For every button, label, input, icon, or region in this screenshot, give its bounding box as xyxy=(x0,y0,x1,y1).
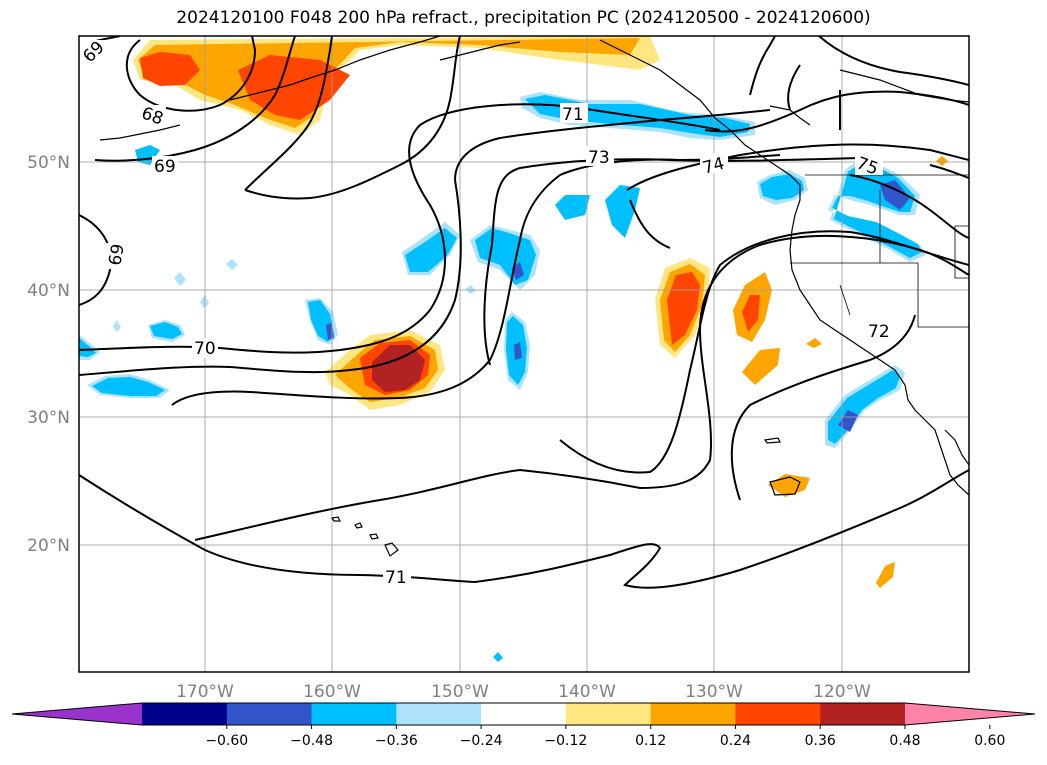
colorbar-tick-label: −0.48 xyxy=(290,733,333,749)
longitude-labels: 170°W 160°W 150°W 140°W 130°W 120°W xyxy=(176,682,871,702)
lat-label: 30°N xyxy=(27,408,70,428)
contour-label: 69 xyxy=(154,157,176,177)
colorbar-tick-label: 0.12 xyxy=(635,733,666,749)
contour-labels: 69 68 69 69 70 71 73 74 75 72 71 xyxy=(79,38,894,588)
colorbar-segment xyxy=(735,703,821,725)
colorbar-tick-label: −0.24 xyxy=(460,733,503,749)
colorbar-tick-label: −0.60 xyxy=(205,733,248,749)
colorbar-segment xyxy=(650,703,736,725)
contour-label: 69 xyxy=(105,242,128,267)
lat-label: 50°N xyxy=(27,153,70,173)
colorbar-segment xyxy=(820,703,906,725)
colorbar-tick-label: 0.48 xyxy=(889,733,920,749)
map-title: 2024120100 F048 200 hPa refract., precip… xyxy=(176,8,871,28)
map-frame xyxy=(78,35,970,673)
map-panel: 69 68 69 69 70 71 73 74 75 72 71 xyxy=(78,35,970,673)
colorbar-segment xyxy=(905,703,1035,725)
colorbar-segment xyxy=(396,703,482,725)
colorbar-segment xyxy=(226,703,313,725)
colorbar-tick-label: −0.12 xyxy=(544,733,587,749)
contour-label: 73 xyxy=(588,148,610,168)
colorbar-segment xyxy=(565,703,652,725)
latitude-labels: 50°N 40°N 30°N 20°N xyxy=(27,153,70,556)
contour-label: 70 xyxy=(194,339,216,359)
contour-label: 71 xyxy=(385,568,407,588)
refractivity-contours xyxy=(79,36,969,589)
colorbar-tick-label: 0.36 xyxy=(805,733,836,749)
colorbar-tick-label: 0.24 xyxy=(720,733,751,749)
colorbar-tick-label: −0.36 xyxy=(375,733,418,749)
lon-label: 150°W xyxy=(431,682,489,702)
lat-label: 20°N xyxy=(27,536,70,556)
contour-label: 71 xyxy=(562,105,584,125)
contour-label: 72 xyxy=(868,322,890,342)
colorbar-segment xyxy=(142,703,228,725)
lon-label: 120°W xyxy=(813,682,871,702)
lon-label: 130°W xyxy=(685,682,743,702)
colorbar-segment xyxy=(481,703,567,725)
colorbar-segment xyxy=(12,703,142,725)
colorbar-outline xyxy=(11,702,1036,726)
lon-label: 170°W xyxy=(176,682,234,702)
lat-label: 40°N xyxy=(27,281,70,301)
colorbar: −0.60 −0.48 −0.36 −0.24 −0.12 0.12 0.24 0.36 0.4… xyxy=(11,702,1036,749)
colorbar-segment xyxy=(311,703,397,725)
lon-label: 160°W xyxy=(303,682,361,702)
lon-label: 140°W xyxy=(558,682,616,702)
colorbar-tick-label: 0.60 xyxy=(974,733,1005,749)
